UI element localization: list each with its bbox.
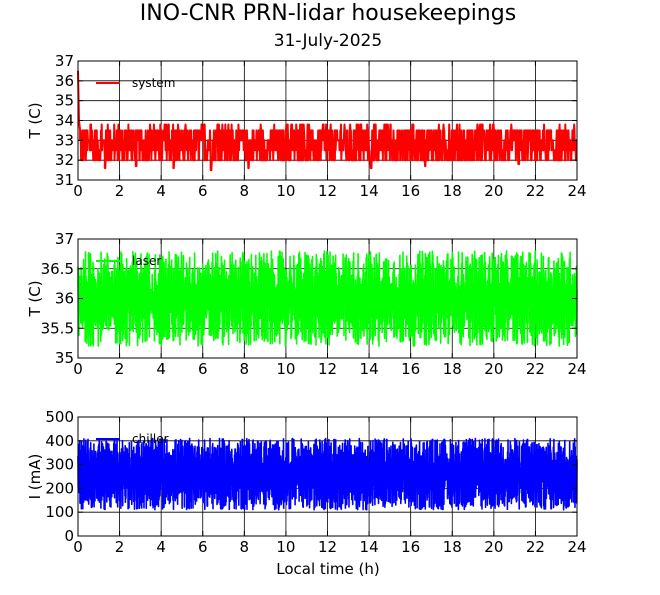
y-tick-label: 35 [55, 349, 74, 367]
x-tick-label: 8 [240, 182, 250, 200]
y-tick-label: 100 [45, 503, 74, 521]
x-tick-label: 6 [198, 182, 208, 200]
series-line-chiller [77, 437, 578, 511]
legend-label-laser: laser [132, 254, 161, 268]
y-tick-label: 400 [45, 432, 74, 450]
chart-title: INO-CNR PRN-lidar housekeepings [140, 1, 516, 26]
y-tick-label: 32 [55, 151, 74, 169]
y-tick-label: 35.5 [41, 319, 74, 337]
x-tick-label: 10 [276, 538, 295, 556]
y-axis-label: T (C) [26, 102, 44, 139]
y-tick-label: 200 [45, 479, 74, 497]
x-tick-label: 4 [156, 360, 166, 378]
x-tick-label: 24 [567, 360, 586, 378]
y-tick-label: 300 [45, 456, 74, 474]
x-tick-label: 18 [443, 182, 462, 200]
legend-label-chiller: chiller [132, 432, 169, 446]
x-tick-label: 8 [240, 538, 250, 556]
x-tick-label: 20 [484, 538, 503, 556]
x-tick-label: 8 [240, 360, 250, 378]
y-tick-label: 34 [55, 112, 74, 130]
x-tick-label: 22 [526, 538, 545, 556]
y-tick-label: 35 [55, 92, 74, 110]
x-tick-label: 20 [484, 360, 503, 378]
y-tick-label: 33 [55, 131, 74, 149]
legend-label-system: system [132, 76, 175, 90]
x-tick-label: 12 [318, 538, 337, 556]
x-tick-label: 10 [276, 182, 295, 200]
x-tick-label: 10 [276, 360, 295, 378]
y-axis-label: I (mA) [26, 454, 44, 500]
x-tick-label: 22 [526, 360, 545, 378]
x-tick-label: 4 [156, 182, 166, 200]
y-tick-label: 36.5 [41, 260, 74, 278]
x-tick-label: 2 [115, 182, 125, 200]
y-tick-label: 500 [45, 408, 74, 426]
y-tick-label: 37 [55, 230, 74, 248]
x-tick-label: 2 [115, 538, 125, 556]
x-tick-label: 18 [443, 538, 462, 556]
y-tick-label: 36 [55, 72, 74, 90]
x-tick-label: 6 [198, 538, 208, 556]
series-line-system [77, 70, 578, 172]
y-tick-label: 31 [55, 171, 74, 189]
x-tick-label: 6 [198, 360, 208, 378]
x-tick-label: 0 [73, 182, 83, 200]
x-tick-label: 2 [115, 360, 125, 378]
x-tick-label: 18 [443, 360, 462, 378]
x-axis-label: Local time (h) [276, 560, 380, 578]
x-tick-label: 20 [484, 182, 503, 200]
x-tick-label: 16 [401, 182, 420, 200]
x-tick-label: 0 [73, 360, 83, 378]
x-tick-label: 0 [73, 538, 83, 556]
series-line-laser [77, 250, 578, 347]
x-tick-label: 22 [526, 182, 545, 200]
y-tick-label: 0 [64, 527, 74, 545]
chart-subtitle: 31-July-2025 [274, 31, 382, 51]
x-tick-label: 24 [567, 538, 586, 556]
x-tick-label: 14 [360, 538, 379, 556]
x-tick-label: 16 [401, 360, 420, 378]
x-tick-label: 14 [360, 360, 379, 378]
x-tick-label: 16 [401, 538, 420, 556]
x-tick-label: 12 [318, 360, 337, 378]
x-tick-label: 14 [360, 182, 379, 200]
x-tick-label: 4 [156, 538, 166, 556]
y-tick-label: 37 [55, 52, 74, 70]
x-tick-label: 24 [567, 182, 586, 200]
x-tick-label: 12 [318, 182, 337, 200]
y-tick-label: 36 [55, 290, 74, 308]
y-axis-label: T (C) [26, 280, 44, 317]
